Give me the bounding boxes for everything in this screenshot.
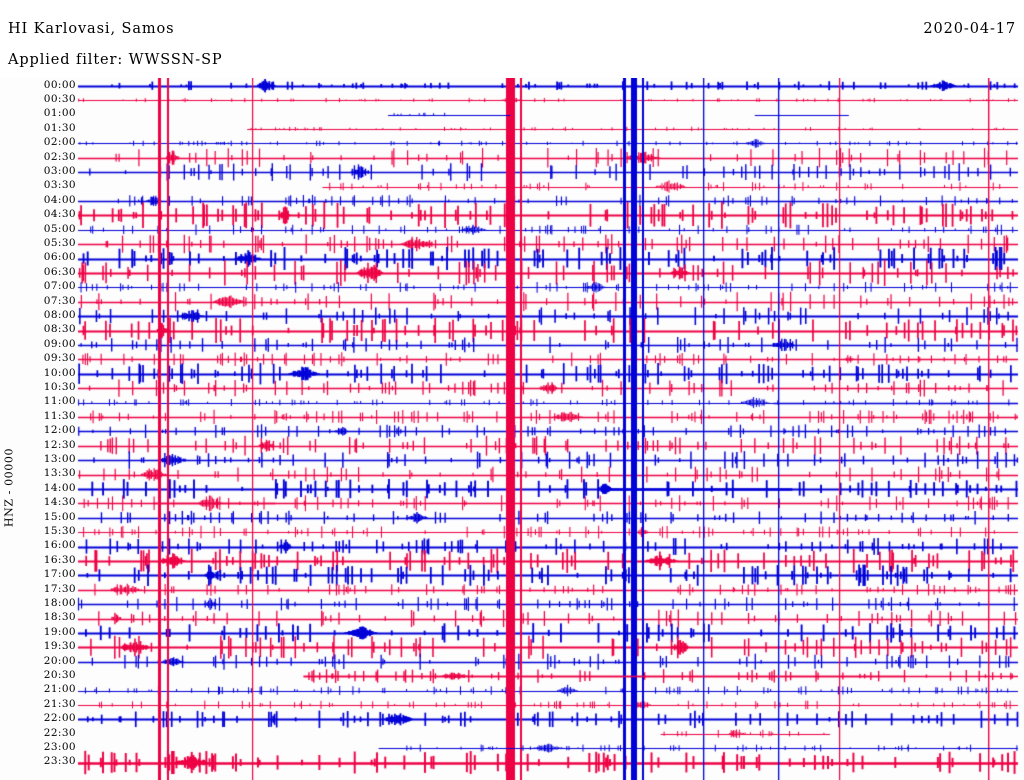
time-label: 07:00	[43, 280, 76, 293]
time-label: 00:30	[43, 92, 76, 105]
time-label: 17:30	[43, 582, 76, 595]
time-label: 12:00	[43, 424, 76, 437]
time-label: 05:30	[43, 236, 76, 249]
time-label: 16:30	[43, 553, 76, 566]
time-label: 03:00	[43, 164, 76, 177]
time-label: 01:00	[43, 107, 76, 120]
time-label: 18:30	[43, 611, 76, 624]
time-label: 09:00	[43, 337, 76, 350]
time-label: 21:00	[43, 683, 76, 696]
time-label: 23:00	[43, 740, 76, 753]
time-label: 13:30	[43, 467, 76, 480]
time-label: 04:30	[43, 208, 76, 221]
time-label: 11:30	[43, 409, 76, 422]
time-label: 14:30	[43, 496, 76, 509]
time-label: 07:30	[43, 294, 76, 307]
time-label: 10:00	[43, 366, 76, 379]
time-label: 15:00	[43, 510, 76, 523]
time-label: 02:30	[43, 150, 76, 163]
time-label: 17:00	[43, 568, 76, 581]
time-label: 16:00	[43, 539, 76, 552]
time-label: 08:30	[43, 323, 76, 336]
time-label: 18:00	[43, 596, 76, 609]
time-label: 06:00	[43, 251, 76, 264]
time-label: 20:00	[43, 654, 76, 667]
time-label: 12:30	[43, 438, 76, 451]
applied-filter-label: Applied filter: WWSSN-SP	[8, 52, 223, 68]
time-label: 11:00	[43, 395, 76, 408]
time-label: 02:00	[43, 136, 76, 149]
time-label: 22:00	[43, 712, 76, 725]
time-label: 03:30	[43, 179, 76, 192]
time-label: 15:30	[43, 524, 76, 537]
time-label: 19:30	[43, 640, 76, 653]
time-label: 01:30	[43, 121, 76, 134]
header: HI Karlovasi, Samos Applied filter: WWSS…	[0, 0, 1024, 78]
time-axis-labels: 00:00 00:30 01:00 01:30 02:00 02:30 03:00 03:30…	[0, 78, 76, 780]
page-title: HI Karlovasi, Samos	[8, 21, 175, 37]
time-label: 04:00	[43, 193, 76, 206]
time-label: 05:00	[43, 222, 76, 235]
time-label: 00:00	[43, 78, 76, 91]
time-label: 13:00	[43, 452, 76, 465]
seismogram-plot: HNZ - 00000	[0, 78, 1024, 780]
time-label: 14:00	[43, 481, 76, 494]
time-label: 10:30	[43, 380, 76, 393]
time-label: 06:30	[43, 265, 76, 278]
time-label: 21:30	[43, 697, 76, 710]
time-label: 09:30	[43, 352, 76, 365]
time-label: 20:30	[43, 668, 76, 681]
seismogram-canvas	[0, 78, 1024, 780]
time-label: 22:30	[43, 726, 76, 739]
time-label: 23:30	[43, 755, 76, 768]
time-label: 19:00	[43, 625, 76, 638]
record-date: 2020-04-17	[923, 21, 1016, 37]
time-label: 08:00	[43, 308, 76, 321]
